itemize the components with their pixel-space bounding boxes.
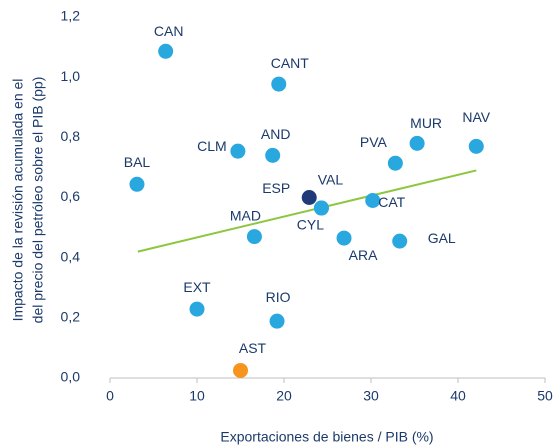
point — [158, 43, 174, 59]
x-tick-label: 0 — [106, 388, 114, 404]
point-label: EXT — [183, 279, 211, 295]
point — [129, 176, 145, 192]
point-label: CLM — [197, 138, 227, 154]
point — [409, 135, 425, 151]
point-label: ARA — [349, 247, 378, 263]
y-tick-label: 0,0 — [61, 369, 81, 385]
point-label: PVA — [360, 134, 388, 150]
y-tick-label: 1,2 — [61, 8, 81, 24]
y-tick-label: 0,6 — [61, 188, 81, 204]
point — [313, 200, 329, 216]
point — [230, 143, 246, 159]
point — [189, 301, 205, 317]
point — [269, 313, 285, 329]
x-tick-label: 50 — [537, 388, 553, 404]
x-tick-label: 30 — [363, 388, 379, 404]
point-label: NAV — [462, 109, 490, 125]
point-label: CYL — [297, 217, 324, 233]
y-axis-title: Impacto de la revisión acumulada en el — [10, 79, 26, 322]
point-label: VAL — [318, 172, 344, 188]
point-label: MUR — [410, 115, 442, 131]
point — [468, 138, 484, 154]
x-tick-label: 10 — [189, 388, 205, 404]
point — [265, 147, 281, 163]
point — [387, 155, 403, 171]
x-tick-label: 40 — [450, 388, 466, 404]
point-label: GAL — [428, 230, 456, 246]
point-label: ESP — [262, 180, 290, 196]
trendline — [137, 169, 477, 253]
y-tick-label: 1,0 — [61, 68, 81, 84]
y-tick-label: 0,2 — [61, 309, 81, 325]
point-label: AND — [261, 126, 291, 142]
point — [301, 190, 317, 205]
point — [392, 233, 408, 249]
y-tick-label: 0,8 — [61, 128, 81, 144]
point-label: RIO — [266, 289, 291, 305]
x-tick-label: 20 — [276, 388, 292, 404]
point-label: CAT — [378, 194, 405, 210]
y-tick-label: 0,4 — [61, 248, 81, 264]
point — [336, 230, 352, 246]
point — [271, 76, 287, 92]
point — [233, 362, 248, 378]
point-label: AST — [239, 340, 267, 356]
y-axis-title: del precio del petróleo sobre el PIB (pp… — [30, 77, 46, 324]
x-axis-title: Exportaciones de bienes / PIB (%) — [220, 429, 433, 445]
point-label: CANT — [271, 55, 310, 71]
point-label: CAN — [154, 23, 184, 39]
point-label: MAD — [230, 207, 261, 223]
point-label: BAL — [124, 154, 151, 170]
point — [246, 229, 262, 245]
point — [365, 193, 381, 209]
